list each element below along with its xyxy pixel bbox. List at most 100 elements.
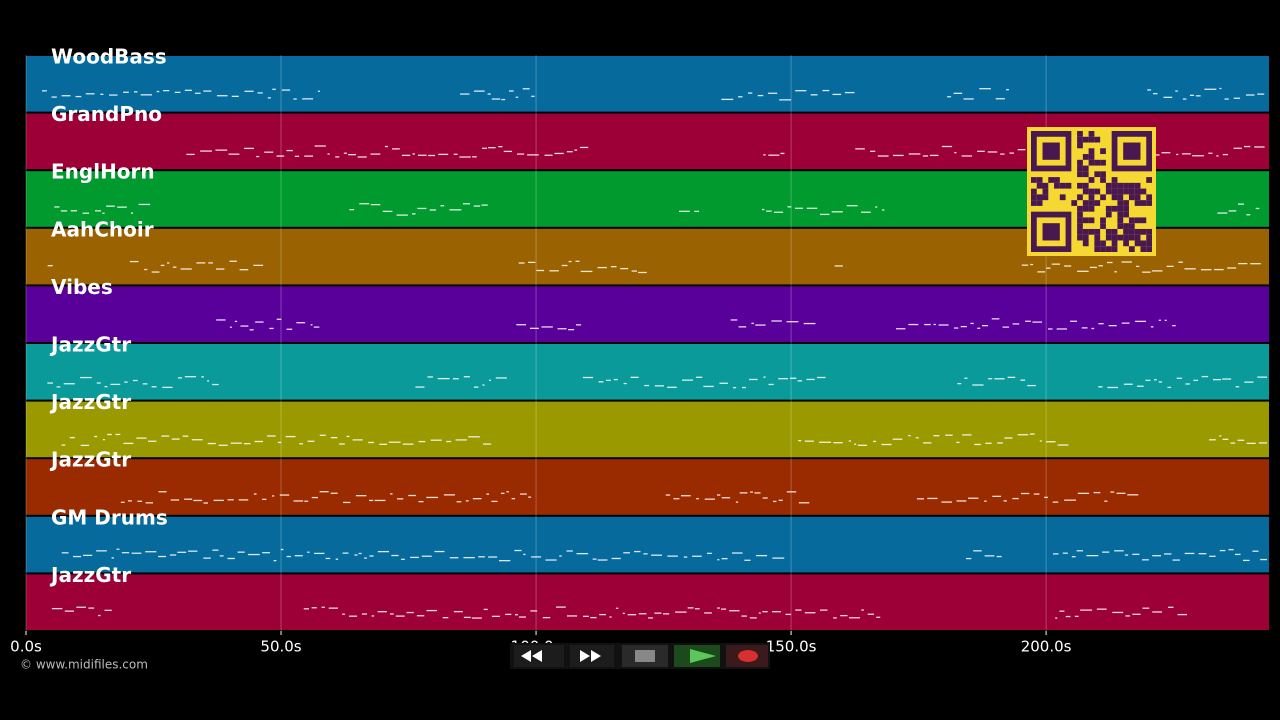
qr-module — [1042, 188, 1049, 195]
track-label: WoodBass — [51, 45, 167, 69]
qr-module — [1140, 217, 1147, 224]
qr-module — [1094, 136, 1101, 143]
qr-module — [1117, 234, 1124, 241]
qr-module — [1111, 188, 1118, 195]
rewind-button[interactable] — [514, 645, 564, 667]
stop-button[interactable] — [622, 645, 668, 667]
qr-module — [1123, 223, 1129, 229]
qr-module — [1054, 182, 1060, 189]
qr-module — [1042, 182, 1049, 189]
track-lane — [26, 344, 1269, 400]
qr-module — [1031, 188, 1037, 195]
track-lane — [26, 459, 1269, 515]
transport-controls — [510, 643, 770, 669]
qr-module — [1077, 182, 1083, 189]
qr-module — [1077, 194, 1083, 201]
qr-module — [1146, 228, 1152, 235]
qr-module — [1128, 182, 1135, 189]
qr-module — [1100, 177, 1106, 183]
qr-module — [1111, 177, 1118, 183]
qr-module — [1140, 188, 1147, 195]
qr-module — [1123, 228, 1129, 235]
qr-module — [1123, 200, 1129, 206]
qr-module — [1134, 228, 1141, 235]
qr-module — [1071, 200, 1078, 206]
fast-forward-icon — [580, 650, 601, 662]
qr-module — [1111, 234, 1118, 241]
qr-module — [1031, 177, 1037, 183]
track-label: JazzGtr — [49, 448, 131, 472]
qr-module — [1082, 240, 1089, 247]
qr-module — [1100, 217, 1106, 224]
qr-module — [1111, 240, 1118, 247]
qr-module — [1123, 188, 1129, 195]
qr-module — [1100, 246, 1106, 252]
qr-module — [1128, 234, 1135, 241]
qr-module — [1048, 177, 1055, 183]
play-button[interactable] — [674, 645, 720, 667]
qr-module — [1077, 211, 1083, 218]
qr-module — [1094, 159, 1101, 166]
track-labels: WoodBass GrandPno EnglHorn AahChoir Vibes Jaz… — [49, 45, 168, 587]
qr-module — [1123, 234, 1129, 241]
qr-module — [1082, 217, 1089, 224]
qr-module — [1082, 188, 1089, 195]
qr-module — [1117, 211, 1124, 218]
qr-module — [1036, 200, 1043, 206]
stop-icon — [635, 650, 655, 662]
track-label: GrandPno — [51, 102, 162, 126]
play-icon — [690, 649, 716, 663]
qr-module — [1082, 234, 1089, 241]
qr-module — [1088, 194, 1095, 201]
qr-module — [1105, 228, 1112, 235]
qr-module — [1105, 205, 1112, 212]
qr-module — [1077, 131, 1083, 137]
qr-module — [1042, 194, 1049, 201]
qr-module — [1105, 246, 1112, 252]
qr-module — [1088, 217, 1095, 224]
qr-module — [1128, 194, 1135, 201]
qr-module — [1123, 211, 1129, 218]
qr-module — [1059, 194, 1066, 201]
qr-module — [1082, 154, 1089, 160]
fast-forward-button[interactable] — [570, 645, 614, 667]
track-label: AahChoir — [51, 217, 154, 241]
x-tick-label: 200.0s — [1021, 638, 1072, 656]
qr-module — [1036, 177, 1043, 183]
track-lane — [26, 56, 1269, 112]
rewind-icon — [521, 650, 542, 662]
qr-module — [1077, 159, 1083, 166]
record-icon — [738, 650, 758, 662]
track-lane — [26, 286, 1269, 342]
qr-module — [1031, 194, 1037, 201]
qr-module — [1140, 228, 1147, 235]
qr-module — [1088, 131, 1095, 137]
qr-module — [1082, 136, 1089, 143]
qr-module — [1100, 223, 1106, 229]
track-label: JazzGtr — [49, 563, 131, 587]
qr-module — [1134, 200, 1141, 206]
qr-module — [1077, 136, 1083, 143]
qr-module — [1082, 205, 1089, 212]
qr-module — [1094, 200, 1101, 206]
qr-module — [1036, 182, 1043, 189]
qr-module — [1088, 228, 1095, 235]
qr-module — [1128, 223, 1135, 229]
qr-module — [1117, 205, 1124, 212]
qr-module — [1077, 234, 1083, 241]
qr-module — [1111, 194, 1118, 201]
qr-module — [1082, 182, 1089, 189]
qr-module — [1082, 171, 1089, 178]
qr-module — [1128, 217, 1135, 224]
qr-module — [1094, 188, 1101, 195]
track-label: GM Drums — [51, 505, 168, 529]
qr-module — [1100, 240, 1106, 247]
qr-module — [1105, 188, 1112, 195]
qr-module — [1100, 148, 1106, 155]
qr-module — [1088, 188, 1095, 195]
qr-module — [1100, 159, 1106, 166]
qr-module — [1100, 194, 1106, 201]
record-button[interactable] — [726, 645, 768, 667]
qr-module — [1146, 200, 1152, 206]
qr-module — [1088, 136, 1095, 143]
